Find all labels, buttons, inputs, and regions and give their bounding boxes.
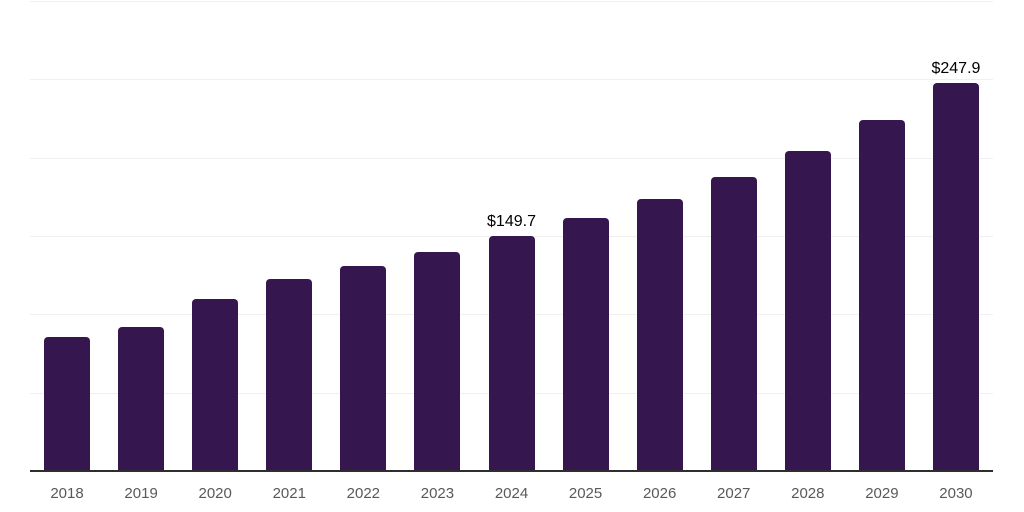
x-axis-line [30, 470, 993, 472]
x-tick-label-2023: 2023 [420, 485, 455, 502]
bar-2029 [858, 119, 905, 471]
bar-2020 [192, 299, 239, 471]
bar-2028 [784, 150, 831, 471]
x-tick-label-2027: 2027 [717, 485, 751, 502]
bar-2019 [118, 327, 165, 471]
bar-2022 [340, 266, 387, 471]
x-tick-label-2022: 2022 [346, 485, 381, 502]
x-tick-label-2028: 2028 [791, 485, 825, 502]
x-tick-label-2030: 2030 [939, 485, 973, 502]
bar-value-label-2024: $149.7 [487, 213, 536, 231]
x-tick-label-2024: 2024 [494, 485, 529, 502]
bar-2027 [710, 176, 757, 471]
x-tick-label-2020: 2020 [198, 485, 232, 502]
gridline-300 [30, 1, 993, 2]
x-tick-label-2021: 2021 [272, 485, 306, 502]
gridline-250 [30, 79, 993, 81]
x-tick-label-2019: 2019 [124, 485, 158, 502]
x-tick-label-2029: 2029 [865, 485, 899, 502]
x-tick-label-2018: 2018 [50, 485, 84, 502]
x-tick-label-2025: 2025 [568, 485, 603, 502]
bar-value-label-2030: $247.9 [931, 59, 981, 77]
x-tick-label-2026: 2026 [642, 485, 677, 502]
bar-2023 [414, 252, 461, 471]
bar-2026 [636, 199, 683, 471]
gridline-200 [30, 157, 993, 159]
bar-2021 [266, 279, 313, 471]
bar-2024 [488, 236, 535, 471]
bar-2025 [562, 218, 609, 471]
bar-2018 [44, 337, 91, 471]
bar-2030 [932, 82, 979, 471]
